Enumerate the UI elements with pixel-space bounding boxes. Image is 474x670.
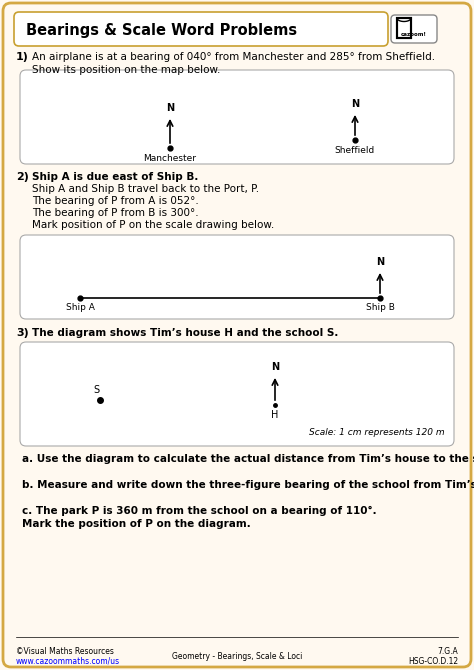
Text: 1): 1) xyxy=(16,52,29,62)
FancyBboxPatch shape xyxy=(14,12,388,46)
Text: a. Use the diagram to calculate the actual distance from Tim’s house to the scho: a. Use the diagram to calculate the actu… xyxy=(22,454,474,464)
Text: Sheffield: Sheffield xyxy=(335,146,375,155)
Text: N: N xyxy=(376,257,384,267)
Text: www.cazoommaths.com/us: www.cazoommaths.com/us xyxy=(16,657,120,666)
Text: Manchester: Manchester xyxy=(144,154,197,163)
Text: cazoom!: cazoom! xyxy=(401,31,427,36)
Text: S: S xyxy=(93,385,99,395)
Text: Mark position of P on the scale drawing below.: Mark position of P on the scale drawing … xyxy=(32,220,274,230)
Text: The diagram shows Tim’s house H and the school S.: The diagram shows Tim’s house H and the … xyxy=(32,328,338,338)
Text: 3): 3) xyxy=(16,328,29,338)
Text: The bearing of P from B is 300°.: The bearing of P from B is 300°. xyxy=(32,208,199,218)
Text: Show its position on the map below.: Show its position on the map below. xyxy=(32,65,220,75)
Text: N: N xyxy=(166,103,174,113)
Text: Ship B: Ship B xyxy=(365,303,394,312)
Text: The bearing of P from A is 052°.: The bearing of P from A is 052°. xyxy=(32,196,199,206)
Text: Ship A: Ship A xyxy=(65,303,94,312)
FancyBboxPatch shape xyxy=(20,342,454,446)
Text: Mark the position of P on the diagram.: Mark the position of P on the diagram. xyxy=(22,519,251,529)
FancyBboxPatch shape xyxy=(3,3,471,667)
FancyBboxPatch shape xyxy=(20,235,454,319)
Text: Scale: 1 cm represents 120 m: Scale: 1 cm represents 120 m xyxy=(310,428,445,437)
Text: H: H xyxy=(271,410,279,420)
Text: c. The park P is 360 m from the school on a bearing of 110°.: c. The park P is 360 m from the school o… xyxy=(22,506,377,516)
Text: HSG-CO.D.12: HSG-CO.D.12 xyxy=(408,657,458,666)
Text: Ship A is due east of Ship B.: Ship A is due east of Ship B. xyxy=(32,172,199,182)
Text: 7.G.A: 7.G.A xyxy=(437,647,458,656)
Text: 2): 2) xyxy=(16,172,29,182)
Text: N: N xyxy=(351,99,359,109)
FancyBboxPatch shape xyxy=(391,15,437,43)
Text: An airplane is at a bearing of 040° from Manchester and 285° from Sheffield.: An airplane is at a bearing of 040° from… xyxy=(32,52,435,62)
Bar xyxy=(397,18,411,38)
Text: N: N xyxy=(271,362,279,372)
Text: Ship A and Ship B travel back to the Port, P.: Ship A and Ship B travel back to the Por… xyxy=(32,184,259,194)
Text: b. Measure and write down the three-figure bearing of the school from Tim’s hous: b. Measure and write down the three-figu… xyxy=(22,480,474,490)
Text: Geometry - Bearings, Scale & Loci: Geometry - Bearings, Scale & Loci xyxy=(172,652,302,661)
Text: ©Visual Maths Resources: ©Visual Maths Resources xyxy=(16,647,114,656)
FancyBboxPatch shape xyxy=(20,70,454,164)
Bar xyxy=(397,18,411,38)
Text: Bearings & Scale Word Problems: Bearings & Scale Word Problems xyxy=(26,23,297,38)
